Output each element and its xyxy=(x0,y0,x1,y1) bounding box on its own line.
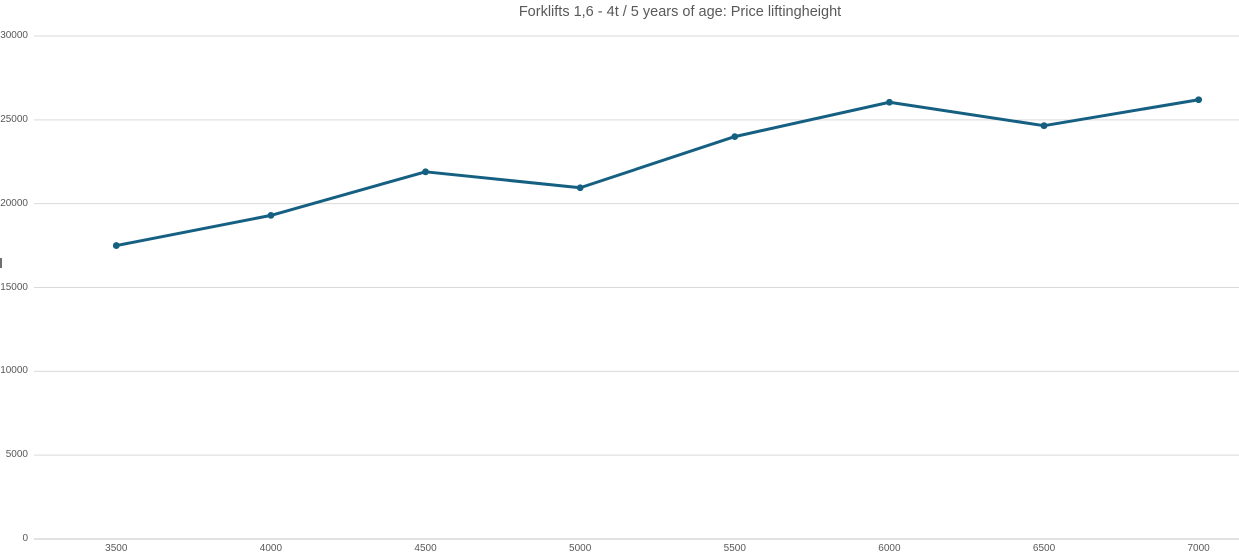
x-axis-tick-label: 6000 xyxy=(878,543,901,554)
data-point-marker xyxy=(1195,96,1203,104)
data-point-marker xyxy=(1040,122,1048,130)
x-axis-tick-label: 4500 xyxy=(414,543,437,554)
data-point-marker xyxy=(422,168,429,176)
data-point-marker xyxy=(886,98,893,106)
data-point-marker xyxy=(267,212,275,219)
x-axis-tick-label: 3500 xyxy=(105,543,128,554)
x-axis-tick-label: 4000 xyxy=(259,543,283,554)
data-point-marker xyxy=(112,242,120,249)
x-axis-tick-label: 5000 xyxy=(569,543,592,554)
x-axis-tick-label: 5500 xyxy=(723,543,746,554)
chart-title: Forklifts 1,6 - 4t / 5 years of age: Pri… xyxy=(518,4,842,20)
y-axis-tick-label: 30000 xyxy=(0,30,28,41)
clipped-axis-title-fragment xyxy=(0,258,2,268)
x-axis-tick-label: 6500 xyxy=(1032,543,1056,554)
y-axis-tick-label: 25000 xyxy=(0,113,28,125)
x-axis-tick-label: 7000 xyxy=(1187,543,1210,554)
y-axis-tick-label: 0 xyxy=(22,533,28,544)
y-axis-tick-label: 5000 xyxy=(5,449,28,461)
y-axis-tick-label: 15000 xyxy=(0,281,28,293)
data-point-marker xyxy=(731,133,739,141)
y-axis-tick-label: 20000 xyxy=(0,197,28,209)
data-line-series xyxy=(114,98,1201,248)
y-axis-tick-label: 10000 xyxy=(0,365,28,377)
data-point-marker xyxy=(576,184,584,192)
